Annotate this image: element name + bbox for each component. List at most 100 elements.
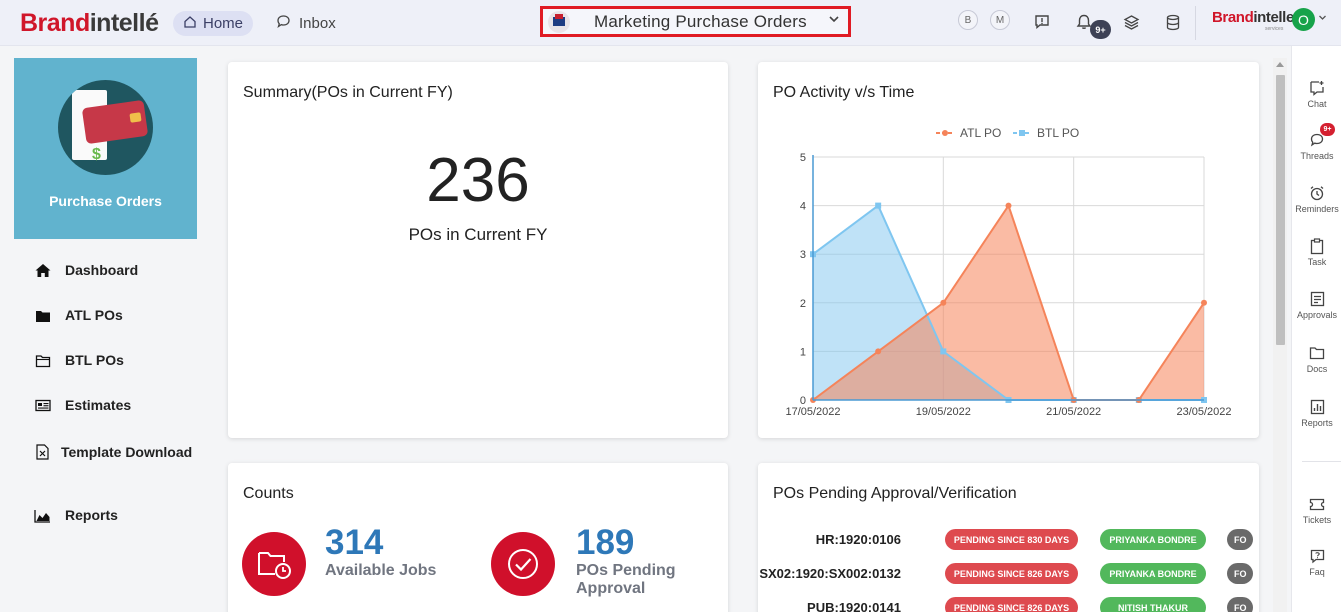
rail-item-reminders[interactable]: Reminders xyxy=(1292,183,1341,214)
user-avatar[interactable]: O xyxy=(1292,8,1315,31)
sidebar-item-label: Reports xyxy=(65,507,118,523)
pending-approval-icon xyxy=(491,532,555,596)
series-area-atl-po xyxy=(813,205,1204,400)
notification-badge: 9+ xyxy=(1090,20,1111,39)
card-chip-shape xyxy=(129,112,142,123)
alarm-icon xyxy=(1307,183,1327,203)
home-outline-icon xyxy=(183,15,197,33)
faq-icon xyxy=(1307,546,1327,566)
right-rail: Chat 9+ Threads Reminders Task Approvals… xyxy=(1291,46,1341,612)
available-jobs-value[interactable]: 314 xyxy=(325,523,384,562)
sidebar-item-dashboard[interactable]: Dashboard xyxy=(34,262,138,279)
y-tick-label: 0 xyxy=(800,395,806,407)
pending-approval-label-line2: Approval xyxy=(576,580,646,597)
ticket-icon xyxy=(1307,494,1327,514)
rail-item-faq[interactable]: Faq xyxy=(1292,546,1341,577)
pending-approval-value[interactable]: 189 xyxy=(576,523,635,562)
sidebar-item-atl-pos[interactable]: ATL POs xyxy=(34,307,123,324)
rail-item-tickets[interactable]: Tickets xyxy=(1292,494,1341,525)
legend-marker-btl-po xyxy=(1019,130,1025,136)
rail-label: Task xyxy=(1307,257,1327,267)
sidebar-item-estimates[interactable]: Estimates xyxy=(34,397,131,414)
po-number[interactable]: HR:1920:0106 xyxy=(815,532,901,547)
nav-home-label: Home xyxy=(202,15,243,32)
pending-row[interactable]: SX02:1920:SX002:0132 PENDING SINCE 826 D… xyxy=(758,563,1258,587)
nav-inbox-button[interactable]: Inbox xyxy=(276,11,336,36)
threads-icon: 9+ xyxy=(1307,123,1335,150)
po-number[interactable]: SX02:1920:SX002:0132 xyxy=(759,566,901,581)
activity-title: PO Activity v/s Time xyxy=(773,84,915,101)
brand-logo[interactable]: Brandintellé xyxy=(20,9,159,38)
chat-plus-icon xyxy=(1307,78,1327,98)
summary-subtitle: POs in Current FY xyxy=(408,225,548,244)
x-tick-label: 19/05/2022 xyxy=(916,406,971,418)
data-point-btl-po xyxy=(940,348,947,355)
app-circle-b[interactable]: B xyxy=(958,10,978,30)
main-scrollbar[interactable] xyxy=(1273,58,1287,612)
client-logo: Brandintelle xyxy=(1212,9,1294,26)
available-jobs-icon xyxy=(242,532,306,596)
app-tile-title: Purchase Orders xyxy=(49,193,162,209)
legend-label: ATL PO xyxy=(960,126,1001,140)
file-excel-icon xyxy=(34,444,51,461)
pending-approval-card: POs Pending Approval/Verification HR:192… xyxy=(758,463,1259,612)
summary-title: Summary(POs in Current FY) xyxy=(243,84,453,101)
app-switcher-label: Marketing Purchase Orders xyxy=(594,11,807,31)
rail-item-approvals[interactable]: Approvals xyxy=(1292,289,1341,320)
pending-row[interactable]: PUB:1920:0141 PENDING SINCE 826 DAYS NIT… xyxy=(758,597,1258,612)
rail-item-docs[interactable]: Docs xyxy=(1292,343,1341,374)
folder-filled-icon xyxy=(34,307,51,324)
available-jobs-label: Available Jobs xyxy=(325,562,437,579)
rail-item-task[interactable]: Task xyxy=(1292,236,1341,267)
chevron-down-icon xyxy=(828,13,840,28)
rail-label: Tickets xyxy=(1302,515,1332,525)
folder-outline-icon xyxy=(34,352,51,369)
avatar-chevron-down-icon[interactable] xyxy=(1318,13,1327,25)
extra-badge: FO xyxy=(1227,563,1253,584)
summary-value: 236 xyxy=(426,146,530,215)
rail-label: Reports xyxy=(1301,418,1333,428)
sidebar-item-template-download[interactable]: Template Download xyxy=(34,442,194,462)
sidebar-item-btl-pos[interactable]: BTL POs xyxy=(34,352,124,369)
logo-dark-part: intellé xyxy=(89,9,159,37)
legend-label: BTL PO xyxy=(1037,126,1079,140)
rail-label: Faq xyxy=(1309,567,1325,577)
bell-icon[interactable] xyxy=(1072,10,1096,34)
nav-home-button[interactable]: Home xyxy=(173,11,253,36)
database-icon[interactable] xyxy=(1161,10,1185,34)
po-number[interactable]: PUB:1920:0141 xyxy=(807,600,901,612)
docs-folder-icon xyxy=(1307,343,1327,363)
scroll-up-arrow-icon[interactable] xyxy=(1276,62,1284,67)
rail-label: Threads xyxy=(1300,151,1334,161)
dollar-icon: $ xyxy=(92,146,101,163)
assignee-badge: PRIYANKA BONDRE xyxy=(1100,563,1206,584)
app-switcher-dropdown[interactable]: Marketing Purchase Orders xyxy=(540,6,851,37)
client-logo-red-part: Brand xyxy=(1212,9,1254,26)
y-tick-label: 3 xyxy=(800,249,806,261)
layers-icon[interactable] xyxy=(1119,10,1143,34)
pending-row[interactable]: HR:1920:0106 PENDING SINCE 830 DAYS PRIY… xyxy=(758,529,1258,553)
x-tick-label: 23/05/2022 xyxy=(1176,406,1231,418)
assignee-badge: PRIYANKA BONDRE xyxy=(1100,529,1206,550)
area-chart-icon xyxy=(34,507,51,524)
header-divider xyxy=(1195,6,1196,40)
sidebar-item-label: ATL POs xyxy=(65,307,123,323)
threads-badge: 9+ xyxy=(1320,123,1335,136)
y-tick-label: 5 xyxy=(800,152,806,164)
data-point-atl-po xyxy=(1005,202,1012,209)
logo-red-part: Brand xyxy=(20,9,90,37)
sidebar-item-label: Estimates xyxy=(65,397,132,413)
rail-item-chat[interactable]: Chat xyxy=(1292,78,1341,109)
sidebar-item-label: Template Download xyxy=(61,444,193,460)
rail-label: Docs xyxy=(1306,364,1328,374)
client-logo-dark-part: intelle xyxy=(1253,9,1294,26)
scroll-thumb[interactable] xyxy=(1276,75,1285,345)
sidebar-item-reports[interactable]: Reports xyxy=(34,507,118,524)
alert-icon[interactable] xyxy=(1030,10,1054,34)
rail-item-threads[interactable]: 9+ Threads xyxy=(1292,123,1341,161)
rail-item-reports[interactable]: Reports xyxy=(1292,397,1341,428)
app-tile[interactable]: $ Purchase Orders xyxy=(14,58,197,239)
approvals-icon xyxy=(1307,289,1327,309)
app-circle-m[interactable]: M xyxy=(990,10,1010,30)
data-point-atl-po xyxy=(875,348,882,355)
